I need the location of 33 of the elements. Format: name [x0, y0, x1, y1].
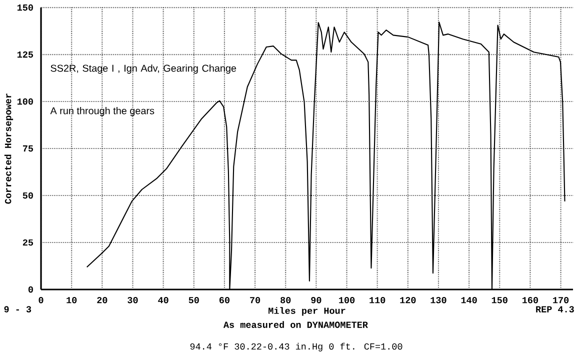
- y-tick-label: 0: [28, 286, 33, 293]
- x-tick-label: 170: [553, 297, 569, 304]
- x-tick-label: 80: [280, 297, 291, 304]
- y-tick-label: 150: [17, 4, 33, 11]
- x-tick-label: 20: [97, 297, 108, 304]
- x-tick-label: 140: [461, 297, 477, 304]
- text: As measured on DYNAMOMETER: [223, 321, 368, 328]
- x-tick-label: 70: [250, 297, 260, 304]
- x-tick-label: 90: [311, 297, 322, 304]
- annotation: SS2R, Stage I , Ign Adv, Gearing Change: [50, 64, 236, 74]
- x-tick-label: 60: [219, 297, 230, 304]
- x-tick-label: 100: [339, 297, 355, 304]
- text: REP 4.3: [536, 306, 574, 313]
- x-tick-label: 0: [38, 297, 44, 304]
- x-axis-title: Miles per Hour: [268, 307, 346, 316]
- x-tick-label: 10: [66, 297, 77, 304]
- x-tick-label: 150: [492, 297, 508, 304]
- x-tick-label: 40: [158, 297, 168, 304]
- annotation: A run through the gears: [50, 107, 154, 116]
- y-axis-title: Corrected Horsepower: [4, 94, 14, 204]
- x-tick-label: 110: [370, 297, 386, 304]
- x-tick-label: 50: [188, 297, 199, 304]
- x-tick-label: 160: [522, 297, 538, 304]
- y-tick-label: 50: [22, 192, 33, 199]
- y-tick-label: 75: [23, 146, 34, 152]
- y-tick-label: 25: [22, 239, 34, 246]
- text: 9 - 3: [4, 306, 32, 313]
- text: 94.4 °F 30.22-0.43 in.Hg 0 ft. CF=1.00: [190, 342, 402, 352]
- y-tick-label: 100: [17, 98, 33, 105]
- y-tick-label: 125: [17, 52, 34, 58]
- x-tick-label: 30: [128, 297, 138, 304]
- x-tick-label: 120: [400, 297, 416, 304]
- x-tick-label: 130: [430, 297, 446, 304]
